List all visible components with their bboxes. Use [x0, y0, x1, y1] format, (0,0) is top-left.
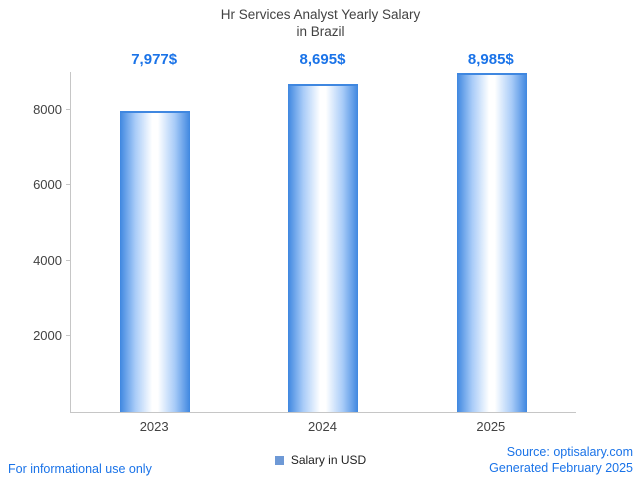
bar-value-label-2024: 8,695$ — [299, 51, 346, 68]
x-tick-label-2023: 2023 — [139, 419, 169, 434]
value-labels-row: 7,977$ 8,695$ 8,985$ — [70, 51, 575, 68]
bar-slot-2023 — [71, 72, 239, 412]
disclaimer-text: For informational use only — [8, 462, 152, 476]
y-tick-label-6000: 6000 — [33, 177, 62, 193]
source-block: Source: optisalary.com Generated Februar… — [489, 444, 633, 476]
bar-value-label-2025: 8,985$ — [467, 51, 514, 68]
bar-value-label-2023: 7,977$ — [131, 51, 178, 68]
legend: Salary in USD — [0, 453, 641, 467]
bars-container — [71, 72, 576, 412]
chart-title: Hr Services Analyst Yearly Salary in Bra… — [0, 6, 641, 40]
x-tick-label-2024: 2024 — [308, 419, 337, 434]
y-tick-mark-6000 — [66, 184, 71, 186]
bar-slot-2024 — [239, 72, 407, 412]
bar-2025 — [456, 73, 527, 412]
source-link[interactable]: Source: optisalary.com — [506, 445, 633, 459]
legend-label: Salary in USD — [290, 453, 367, 467]
y-tick-label-8000: 8000 — [33, 101, 62, 117]
legend-swatch-icon — [274, 455, 284, 465]
x-axis-labels: 2023 2024 2025 — [70, 419, 575, 434]
y-tick-mark-4000 — [66, 259, 71, 261]
generated-date: Generated February 2025 — [489, 461, 633, 475]
y-tick-label-4000: 4000 — [33, 252, 62, 268]
y-tick-mark-8000 — [66, 108, 71, 110]
y-tick-mark-2000 — [66, 335, 71, 337]
x-tick-label-2025: 2025 — [476, 419, 506, 434]
chart-title-line1: Hr Services Analyst Yearly Salary — [220, 7, 421, 22]
y-tick-label-2000: 2000 — [33, 328, 62, 344]
bar-2023 — [120, 111, 191, 412]
plot-area: 2000 4000 6000 8000 — [33, 72, 576, 413]
chart-title-line2: in Brazil — [296, 24, 345, 39]
bar-slot-2025 — [408, 72, 576, 412]
bar-2024 — [288, 84, 359, 412]
